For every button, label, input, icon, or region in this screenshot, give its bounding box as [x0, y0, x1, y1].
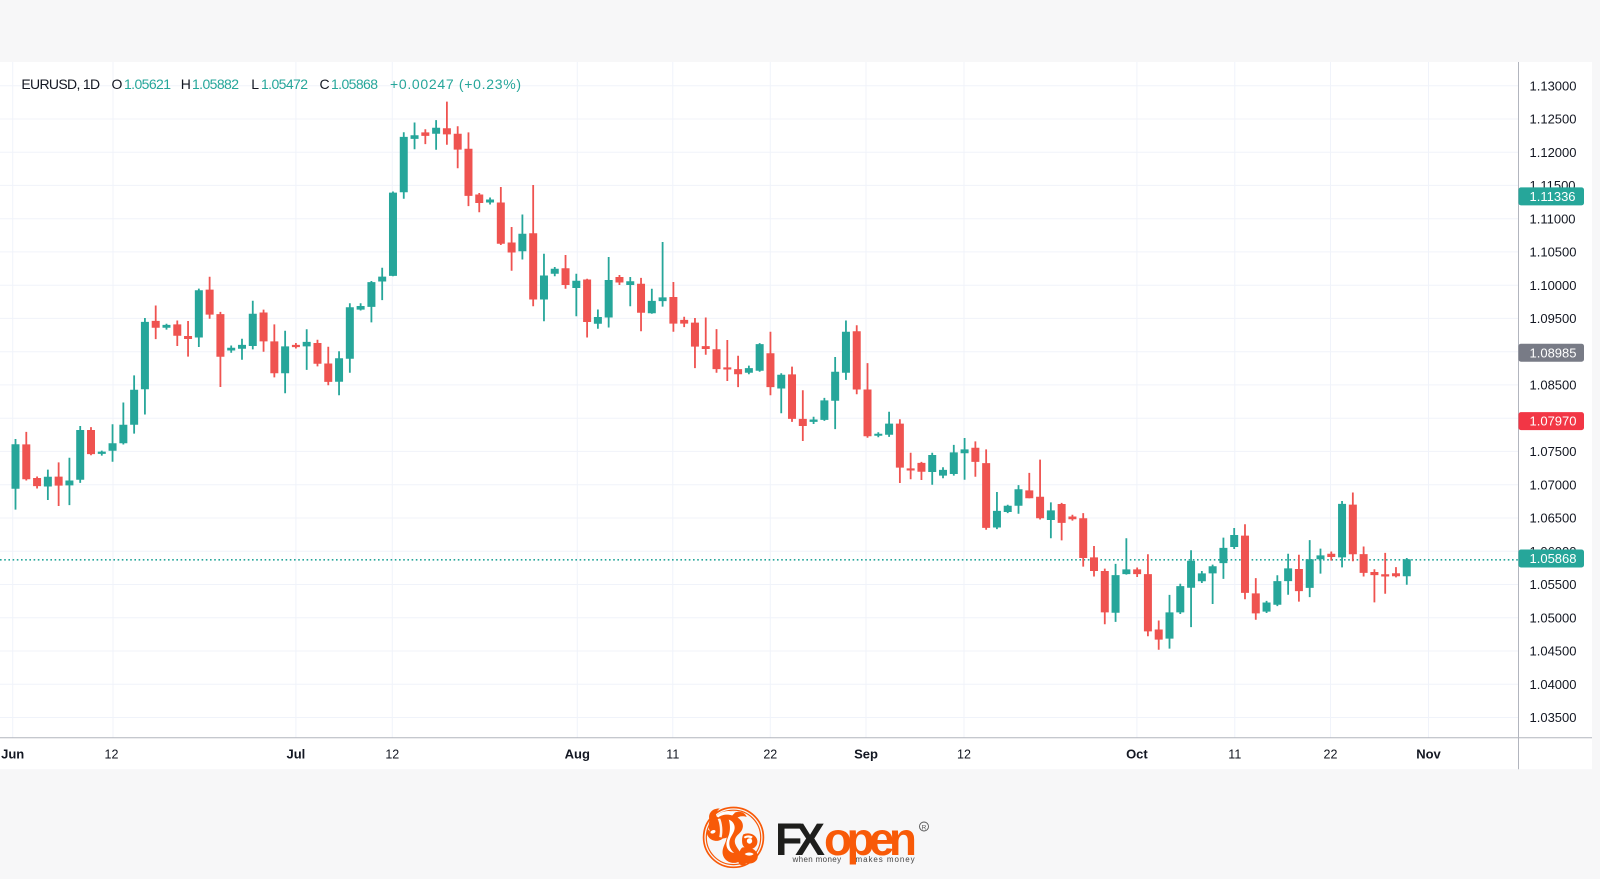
svg-text:1.11000: 1.11000 [1530, 211, 1576, 226]
svg-text:1.10500: 1.10500 [1530, 245, 1577, 260]
svg-text:1.07970: 1.07970 [1530, 414, 1577, 429]
svg-text:1.08985: 1.08985 [1530, 345, 1577, 360]
svg-text:1.04500: 1.04500 [1530, 644, 1577, 659]
svg-text:O: O [112, 76, 123, 92]
svg-text:12: 12 [957, 748, 971, 762]
svg-text:1.05882: 1.05882 [192, 76, 239, 92]
svg-text:when money: when money [792, 855, 844, 864]
svg-text:12: 12 [105, 748, 119, 762]
svg-text:1.05000: 1.05000 [1530, 610, 1577, 625]
svg-text:open: open [824, 813, 916, 865]
svg-text:H: H [181, 76, 191, 92]
svg-text:1.11336: 1.11336 [1530, 189, 1576, 204]
svg-text:1.09500: 1.09500 [1530, 311, 1577, 326]
svg-text:1.10000: 1.10000 [1530, 278, 1577, 293]
svg-text:1.07000: 1.07000 [1530, 477, 1577, 492]
svg-text:makes money: makes money [856, 855, 917, 864]
svg-text:Nov: Nov [1416, 747, 1441, 762]
svg-text:12: 12 [385, 748, 399, 762]
svg-text:1.05500: 1.05500 [1530, 577, 1577, 592]
svg-text:L: L [251, 76, 259, 92]
svg-text:1.04000: 1.04000 [1530, 677, 1577, 692]
svg-text:Oct: Oct [1126, 747, 1148, 762]
svg-text:1.07500: 1.07500 [1530, 444, 1577, 459]
svg-text:Jul: Jul [287, 747, 306, 762]
svg-text:1.06500: 1.06500 [1530, 511, 1577, 526]
svg-text:R: R [922, 824, 927, 831]
svg-text:1.12500: 1.12500 [1530, 112, 1577, 127]
svg-text:1.05868: 1.05868 [331, 76, 378, 92]
svg-text:1.05621: 1.05621 [124, 76, 171, 92]
svg-text:EURUSD, 1D: EURUSD, 1D [21, 76, 100, 92]
svg-text:Aug: Aug [565, 747, 590, 762]
svg-text:FX: FX [775, 814, 825, 865]
svg-text:+0.00247 (+0.23%): +0.00247 (+0.23%) [390, 76, 521, 92]
svg-text:11: 11 [1228, 748, 1241, 762]
svg-text:1.12000: 1.12000 [1530, 145, 1577, 160]
svg-text:22: 22 [1324, 748, 1338, 762]
svg-text:Sep: Sep [854, 747, 878, 762]
svg-text:22: 22 [763, 748, 777, 762]
svg-text:1.13000: 1.13000 [1530, 78, 1577, 93]
svg-text:C: C [320, 76, 330, 92]
svg-text:1.05868: 1.05868 [1530, 551, 1577, 566]
svg-text:1.08500: 1.08500 [1530, 378, 1577, 393]
svg-text:11: 11 [666, 748, 679, 762]
svg-text:1.05472: 1.05472 [261, 76, 308, 92]
svg-text:1.03500: 1.03500 [1530, 710, 1577, 725]
svg-text:Jun: Jun [1, 747, 24, 762]
